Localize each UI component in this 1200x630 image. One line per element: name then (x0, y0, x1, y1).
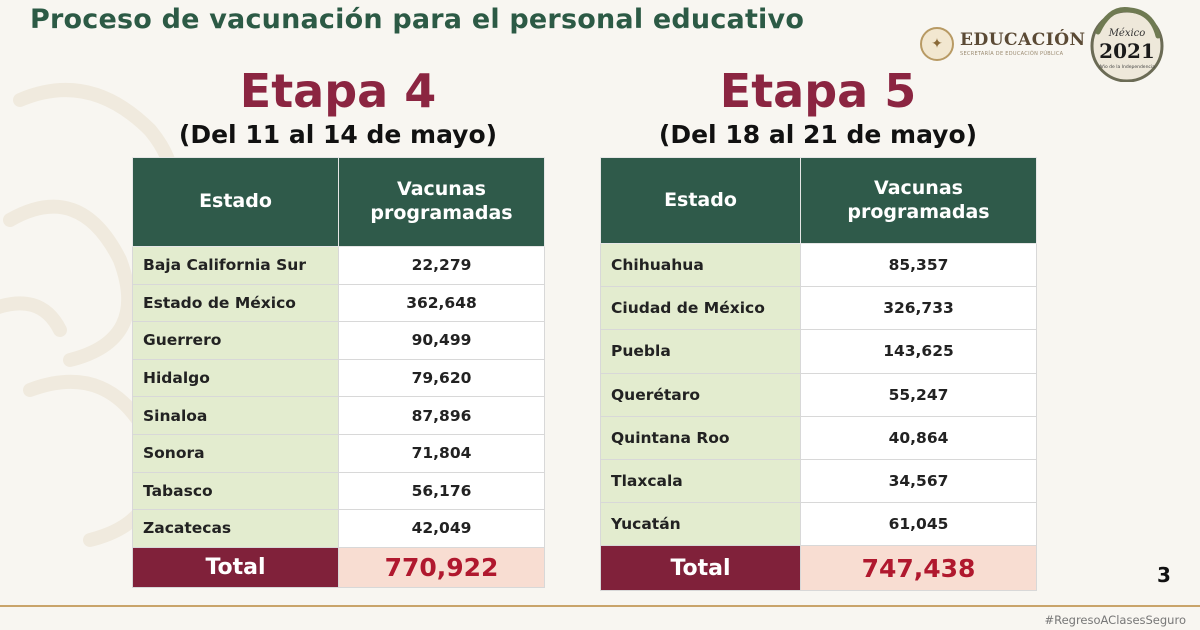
state-cell: Sonora (132, 433, 339, 473)
slide-title: Proceso de vacunación para el personal e… (30, 4, 805, 35)
page-number: 3 (1157, 563, 1171, 587)
table-row: Puebla 143,625 (600, 329, 1037, 374)
table-row: Tlaxcala 34,567 (600, 458, 1037, 504)
total-label: Total (132, 546, 339, 588)
year-caption: Año de la Independencia (1099, 64, 1155, 70)
state-cell: Sinaloa (132, 396, 339, 435)
total-value: 770,922 (338, 546, 545, 588)
stage-4-title: Etapa 4 (239, 64, 437, 118)
vaccine-count-cell: 22,279 (338, 246, 545, 285)
table-row: Ciudad de México 326,733 (600, 286, 1037, 331)
column-header-state: Estado (600, 157, 801, 244)
state-cell: Querétaro (600, 372, 801, 417)
vaccine-count-cell: 42,049 (338, 509, 545, 548)
total-row: Total 770,922 (132, 546, 545, 588)
table-row: Estado de México 362,648 (132, 283, 545, 323)
state-cell: Estado de México (132, 283, 339, 323)
table-row: Querétaro 55,247 (600, 372, 1037, 417)
vaccine-count-cell: 61,045 (800, 502, 1037, 547)
table-row: Sonora 71,804 (132, 433, 545, 473)
vaccine-count-cell: 90,499 (338, 321, 545, 360)
total-row: Total 747,438 (600, 545, 1037, 592)
stage-5-table: Estado Vacunas programadas Chihuahua 85,… (600, 157, 1037, 592)
state-cell: Baja California Sur (132, 246, 339, 285)
total-label: Total (600, 545, 801, 592)
education-logo: ✦ EDUCACIÓN SECRETARÍA DE EDUCACIÓN PÚBL… (920, 24, 1086, 64)
state-cell: Ciudad de México (600, 286, 801, 331)
table-header-row: Estado Vacunas programadas (132, 157, 545, 247)
year-label: 2021 (1099, 39, 1155, 63)
vaccine-count-cell: 362,648 (338, 283, 545, 323)
state-cell: Tabasco (132, 471, 339, 511)
stage-5-dates: (Del 18 al 21 de mayo) (658, 120, 978, 149)
state-cell: Zacatecas (132, 509, 339, 548)
table-header-row: Estado Vacunas programadas (600, 157, 1037, 244)
vaccine-count-cell: 87,896 (338, 396, 545, 435)
vaccine-count-cell: 326,733 (800, 286, 1037, 331)
table-row: Quintana Roo 40,864 (600, 415, 1037, 460)
table-row: Zacatecas 42,049 (132, 509, 545, 548)
state-cell: Quintana Roo (600, 415, 801, 460)
state-cell: Yucatán (600, 502, 801, 547)
table-row: Baja California Sur 22,279 (132, 246, 545, 285)
state-cell: Tlaxcala (600, 458, 801, 504)
table-row: Chihuahua 85,357 (600, 242, 1037, 288)
education-logo-word: EDUCACIÓN (960, 29, 1086, 50)
column-header-state: Estado (132, 157, 339, 247)
hashtag-footer: #RegresoAClasesSeguro (1044, 613, 1186, 627)
state-cell: Puebla (600, 329, 801, 374)
mexico-2021-logo: México 2021 Año de la Independencia (1090, 6, 1164, 82)
table-row: Guerrero 90,499 (132, 321, 545, 360)
table-row: Tabasco 56,176 (132, 471, 545, 511)
column-header-vaccines: Vacunas programadas (338, 157, 545, 247)
table-row: Hidalgo 79,620 (132, 358, 545, 398)
total-value: 747,438 (800, 545, 1037, 592)
stage-4-dates: (Del 11 al 14 de mayo) (178, 120, 498, 149)
mexico-word: México (1108, 28, 1146, 39)
column-header-vaccines: Vacunas programadas (800, 157, 1037, 244)
vaccine-count-cell: 40,864 (800, 415, 1037, 460)
vaccine-count-cell: 79,620 (338, 358, 545, 398)
vaccine-count-cell: 85,357 (800, 242, 1037, 288)
table-row: Yucatán 61,045 (600, 502, 1037, 547)
state-cell: Chihuahua (600, 242, 801, 288)
stage-5-header: Etapa 5 (Del 18 al 21 de mayo) (600, 68, 1036, 147)
stage-4-header: Etapa 4 (Del 11 al 14 de mayo) (132, 68, 544, 147)
state-cell: Hidalgo (132, 358, 339, 398)
stage-5-title: Etapa 5 (719, 64, 917, 118)
footer-divider (0, 605, 1200, 607)
education-logo-subtitle: SECRETARÍA DE EDUCACIÓN PÚBLICA (960, 50, 1064, 57)
table-row: Sinaloa 87,896 (132, 396, 545, 435)
vaccine-count-cell: 34,567 (800, 458, 1037, 504)
vaccine-count-cell: 71,804 (338, 433, 545, 473)
stage-4-table: Estado Vacunas programadas Baja Californ… (132, 157, 545, 588)
vaccine-count-cell: 56,176 (338, 471, 545, 511)
state-cell: Guerrero (132, 321, 339, 360)
vaccine-count-cell: 55,247 (800, 372, 1037, 417)
vaccine-count-cell: 143,625 (800, 329, 1037, 374)
seal-icon: ✦ (920, 27, 954, 61)
